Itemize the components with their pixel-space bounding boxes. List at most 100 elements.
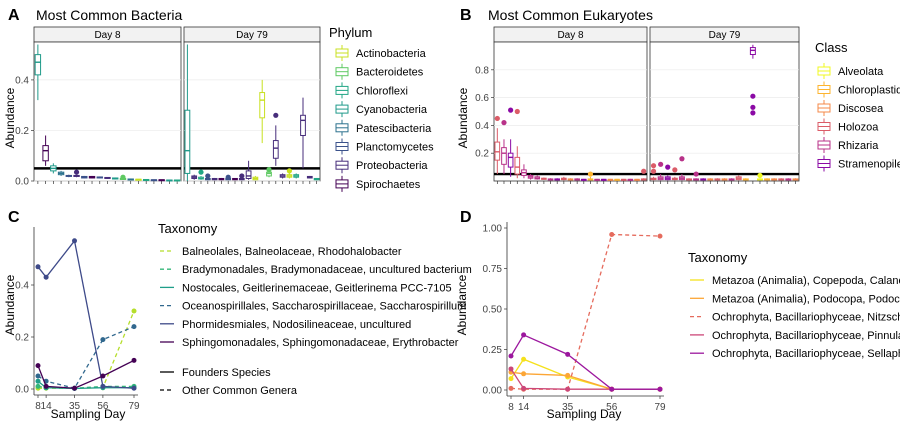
legend-label: Spirochaetes xyxy=(356,179,421,191)
outlier-point xyxy=(750,104,756,110)
legend-label: Ochrophyta, Bacillariophyceae, Nitzschia xyxy=(712,312,900,324)
box xyxy=(300,114,306,137)
legend-label: Patescibacteria xyxy=(356,123,432,135)
box xyxy=(501,147,507,165)
data-point xyxy=(508,385,514,391)
data-point xyxy=(565,386,571,392)
panel-c: C Abundance Sampling Day Taxonomy 0.0 0.2… xyxy=(3,209,472,421)
panel-c-ylabel: Abundance xyxy=(3,274,17,335)
x-tick-label: 35 xyxy=(562,402,574,413)
outlier-point xyxy=(693,171,699,177)
x-tick-label: 14 xyxy=(41,401,53,412)
box xyxy=(259,92,266,119)
legend-label: Discosea xyxy=(838,103,884,115)
legend-label: Proteobacteria xyxy=(356,160,428,172)
data-point xyxy=(521,385,527,391)
panel-b-title: Most Common Eukaryotes xyxy=(488,7,653,23)
legend-label: Metazoa (Animalia), Copepoda, Calanoida xyxy=(712,275,900,287)
outlier-point xyxy=(641,168,647,174)
data-point xyxy=(43,383,49,389)
y-tick-label: 0.50 xyxy=(483,305,503,316)
box xyxy=(245,170,252,179)
outlier-point xyxy=(757,172,763,179)
panel-b: B Most Common Eukaryotes Abundance Class… xyxy=(456,7,900,184)
panel-d-letter: D xyxy=(460,209,472,226)
legend-label: Metazoa (Animalia), Podocopa, Podocopida xyxy=(712,293,900,305)
data-point xyxy=(565,372,571,378)
outlier-point xyxy=(750,93,756,99)
facet-label: Day 79 xyxy=(709,30,741,41)
legend-label: Ochrophyta, Bacillariophyceae, Pinnulari… xyxy=(712,330,900,342)
data-point xyxy=(521,332,527,338)
panel-c-letter: C xyxy=(8,209,20,226)
data-point xyxy=(508,353,514,359)
data-point xyxy=(131,357,137,363)
outlier-point xyxy=(266,167,272,173)
facet-panel xyxy=(183,41,321,182)
data-point xyxy=(35,383,41,389)
outlier-point xyxy=(750,110,756,116)
outlier-point xyxy=(665,164,671,170)
facet-label: Day 79 xyxy=(236,30,268,41)
linetype-legend-label: Other Common Genera xyxy=(182,385,298,397)
outlier-point xyxy=(494,115,500,122)
outlier-point xyxy=(225,174,231,180)
x-tick-label: 8 xyxy=(508,402,514,413)
panel-d-legend-title: Taxonomy xyxy=(688,250,748,265)
y-tick-label: 0.4 xyxy=(15,281,29,292)
y-tick-label: 0.4 xyxy=(15,75,29,86)
panel-a: A Most Common Bacteria Abundance Phylum … xyxy=(3,7,434,192)
outlier-point xyxy=(120,174,126,180)
outlier-point xyxy=(514,108,520,115)
box xyxy=(514,156,521,175)
box xyxy=(507,152,514,168)
data-point xyxy=(35,373,41,379)
outlier-point xyxy=(286,168,292,174)
data-point xyxy=(565,351,571,357)
outlier-point xyxy=(650,163,657,169)
outlier-point xyxy=(650,168,657,174)
legend-label: Nostocales, Geitlerinemaceae, Geitlerine… xyxy=(182,282,452,294)
data-point xyxy=(35,264,41,270)
x-tick-label: 35 xyxy=(69,401,81,412)
outlier-point xyxy=(198,169,204,175)
panel-a-title: Most Common Bacteria xyxy=(36,7,182,23)
legend-label: Ochrophyta, Bacillariophyceae, Sellaphor… xyxy=(712,348,900,360)
outlier-point xyxy=(672,167,678,173)
y-tick-label: 0.2 xyxy=(475,149,489,160)
legend-label: Phormidesmiales, Nodosilineaceae, uncult… xyxy=(182,319,411,331)
data-point xyxy=(521,371,527,377)
panel-c-xlabel: Sampling Day xyxy=(51,407,126,421)
box xyxy=(42,145,49,162)
legend-label: Chloroflexi xyxy=(356,85,408,97)
facet-label: Day 8 xyxy=(557,30,584,41)
panel-b-legend-title: Class xyxy=(815,40,848,55)
panel-d: D Abundance Sampling Day Taxonomy 0.00 0.… xyxy=(455,209,900,421)
y-tick-label: 0.8 xyxy=(475,65,489,76)
data-point xyxy=(43,274,49,280)
legend-label: Bacteroidetes xyxy=(356,67,424,79)
facet-label: Day 8 xyxy=(94,30,121,41)
outlier-point xyxy=(587,171,594,177)
data-point xyxy=(131,308,137,314)
facet-panel xyxy=(649,41,800,182)
facet-panel xyxy=(33,41,182,182)
data-point xyxy=(657,233,663,239)
data-point xyxy=(508,366,514,372)
data-point xyxy=(508,376,514,382)
data-point xyxy=(72,385,78,391)
data-point xyxy=(131,385,137,391)
outlier-point xyxy=(205,173,211,179)
legend-label: Holozoa xyxy=(838,122,879,134)
plot-area xyxy=(34,227,138,395)
legend-label: Balneolales, Balneolaceae, Rhodohalobact… xyxy=(182,246,402,258)
x-tick-label: 79 xyxy=(654,402,666,413)
panel-b-ylabel: Abundance xyxy=(456,87,470,148)
panel-d-ylabel: Abundance xyxy=(455,274,469,335)
y-tick-label: 0.2 xyxy=(15,126,29,137)
data-point xyxy=(609,386,615,392)
panel-b-letter: B xyxy=(460,7,472,24)
legend-label: Rhizaria xyxy=(838,140,879,152)
outlier-point xyxy=(679,156,685,162)
